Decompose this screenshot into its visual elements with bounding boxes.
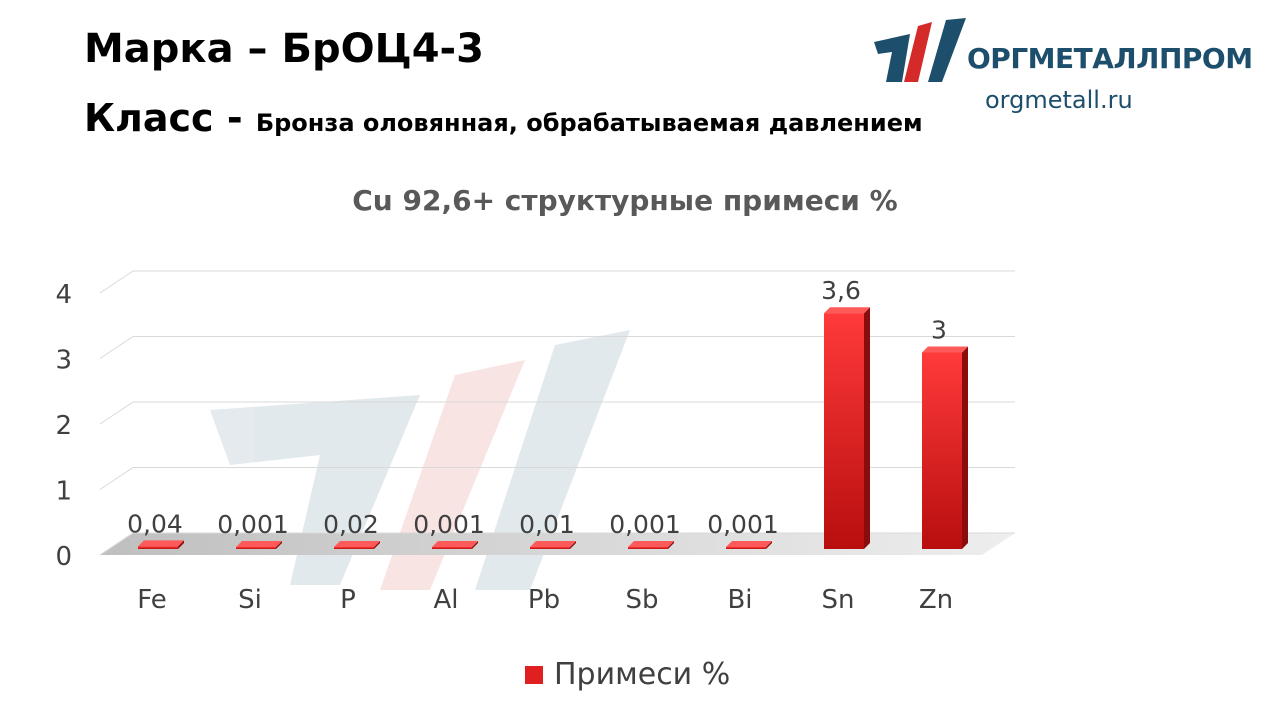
x-tick-label: Zn (919, 585, 953, 615)
bar-top (824, 307, 870, 314)
bar-front (726, 547, 766, 549)
bar-side (374, 541, 380, 549)
grade-dash: – (247, 26, 268, 72)
bar-top (236, 541, 282, 547)
data-label: 0,001 (707, 510, 779, 539)
legend[interactable]: Примеси % (525, 657, 730, 692)
gridline (99, 467, 1015, 490)
bar-side (570, 541, 576, 549)
x-tick-label: Sn (822, 585, 855, 615)
bar-side (962, 346, 968, 549)
bar-front (922, 352, 962, 549)
bar-pb (530, 541, 576, 549)
axis-edge (99, 532, 134, 556)
bar-front (138, 546, 178, 549)
data-label: 0,001 (609, 510, 681, 539)
y-tick-label: 4 (55, 280, 72, 310)
class-value: Бронза оловянная, обрабатываемая давлени… (255, 109, 923, 137)
bar-front (432, 547, 472, 549)
logo-emblem-icon (874, 18, 966, 82)
bar-top (432, 541, 478, 547)
bar-side (668, 541, 674, 549)
bar-top (628, 541, 674, 547)
y-axis: 0 1 2 3 4 (55, 280, 72, 572)
bar-front (530, 547, 570, 549)
legend-swatch (525, 666, 543, 684)
data-label: 0,001 (217, 510, 289, 539)
class-label: Класс - (84, 96, 243, 140)
x-axis: Fe Si P Al Pb Sb Bi Sn Zn (137, 585, 953, 615)
bar-bi (726, 541, 772, 549)
y-tick-label: 1 (55, 477, 72, 507)
bars: 0,04 0,001 0,02 0,001 0,01 0,001 0,001 3,6 3 (127, 276, 968, 549)
y-tick-label: 2 (55, 411, 72, 441)
grade-label: Марка (84, 26, 234, 72)
y-tick-label: 0 (55, 542, 72, 572)
bar-side (472, 541, 478, 549)
bar-top (334, 541, 380, 547)
logo-name: ОРГМЕТАЛЛПРОМ (967, 42, 1253, 75)
bar-sb (628, 541, 674, 549)
bar-zn (922, 346, 968, 549)
gridline (99, 401, 1015, 425)
gridline (99, 270, 1015, 294)
bar-side (276, 541, 282, 549)
bar-top (922, 346, 968, 353)
bar-al (432, 541, 478, 549)
bar-sn (824, 307, 870, 549)
grade-line: Марка – БрОЦ4-3 (84, 26, 484, 72)
bar-front (824, 313, 864, 549)
legend-label: Примеси % (554, 657, 730, 692)
logo-url[interactable]: orgmetall.ru (985, 86, 1133, 114)
bar-front (334, 547, 374, 549)
y-tick-label: 3 (55, 346, 72, 376)
data-label: 0,01 (519, 510, 575, 539)
data-label: 0,001 (413, 510, 485, 539)
bar-top (726, 541, 772, 547)
grade-value: БрОЦ4-3 (281, 26, 484, 72)
bar-side (864, 307, 870, 549)
bar-side (178, 540, 184, 549)
bar-top (530, 541, 576, 547)
bar-top (138, 540, 184, 547)
x-tick-label: Sb (625, 585, 658, 615)
x-tick-label: Pb (528, 585, 560, 615)
bar-front (236, 547, 276, 549)
data-label: 0,02 (323, 510, 379, 539)
bar-p (334, 541, 380, 549)
data-label: 0,04 (127, 509, 183, 538)
bar-fe (138, 540, 184, 549)
x-tick-label: Fe (137, 585, 167, 615)
data-label: 3 (931, 316, 947, 345)
chart-title: Cu 92,6+ структурные примеси % (352, 184, 897, 217)
x-tick-label: P (340, 585, 356, 615)
bar-si (236, 541, 282, 549)
bar-front (628, 547, 668, 549)
bar-side (766, 541, 772, 549)
x-tick-label: Al (433, 585, 458, 615)
company-logo[interactable]: ОРГМЕТАЛЛПРОМ orgmetall.ru (872, 16, 1253, 126)
gridline (99, 336, 1015, 359)
x-tick-label: Bi (727, 585, 752, 615)
data-label: 3,6 (821, 276, 861, 305)
class-line: Класс - Бронза оловянная, обрабатываемая… (84, 96, 923, 140)
x-tick-label: Si (238, 585, 262, 615)
